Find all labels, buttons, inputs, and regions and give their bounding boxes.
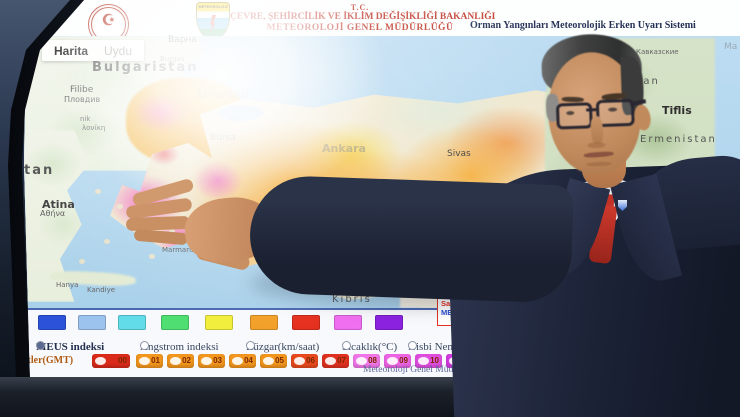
- index-option-label: Nisbi Nem(%): [408, 341, 473, 353]
- legend-swatch: [375, 315, 403, 330]
- map-label: Mersin: [375, 249, 417, 262]
- index-option-angstrom[interactable]: Angstrom indeksi: [140, 341, 219, 354]
- room-floor: [0, 377, 740, 417]
- radio-icon[interactable]: [342, 341, 351, 350]
- map-label: Filibe: [70, 85, 94, 95]
- map-label: tan: [24, 163, 55, 178]
- index-option-sıcaklık(°c)[interactable]: Sıcaklık(°C): [342, 341, 397, 354]
- map-lake: [585, 172, 601, 183]
- legend-swatch: [161, 315, 189, 330]
- time-button-indicator: [449, 357, 460, 365]
- header-tc: T.C.: [350, 3, 370, 12]
- map-label: Marmaris: [162, 246, 195, 254]
- time-button-indicator: [356, 357, 367, 365]
- time-button-07[interactable]: 07: [322, 354, 349, 368]
- map-label: Kandiye: [87, 286, 116, 294]
- map-label: Ermenistan: [640, 134, 717, 145]
- control-panel: MEUS indeksi Angstrom indeksi Rüzgar(km/sa…: [24, 308, 740, 380]
- legend-swatch: [38, 315, 66, 330]
- map-label: Bursa: [210, 133, 236, 143]
- map-label: Варна: [168, 35, 197, 45]
- map-label: nik: [80, 115, 91, 123]
- time-button-indicator: [95, 357, 106, 365]
- note-line-2: MEUS Orman Yangın R: [441, 308, 523, 317]
- time-button-indicator: [139, 357, 150, 365]
- map-note-box: Saatler GMT'dir Turkiye MEUS Orman Yangı…: [437, 296, 543, 326]
- meteorology-logo: METEOROLOJİ: [196, 2, 230, 40]
- time-button-indicator: [387, 357, 398, 365]
- map-label: Tebriz: [696, 184, 723, 194]
- time-button-indicator: [201, 357, 212, 365]
- index-option-nisbi[interactable]: Nisbi Nem(%): [408, 341, 472, 354]
- radio-icon[interactable]: [408, 341, 417, 350]
- map-label: Ankara: [322, 142, 366, 155]
- radio-icon[interactable]: [140, 341, 149, 350]
- time-button-03[interactable]: 03: [198, 354, 225, 368]
- note-line-1: Saatler GMT'dir Turkiye: [441, 299, 525, 308]
- lightning-icon: [210, 15, 216, 33]
- map-label: Пловдив: [64, 95, 101, 104]
- time-button-13[interactable]: 13: [508, 354, 535, 368]
- time-button-indicator: [232, 357, 243, 365]
- map-label: İstanbul: [198, 88, 249, 101]
- map-lake: [332, 185, 344, 194]
- map-label: Кавказские: [636, 48, 679, 56]
- time-button-indicator: [480, 357, 491, 365]
- radio-icon[interactable]: [36, 341, 45, 350]
- map-label: İzmir: [148, 192, 171, 202]
- header-directorate: METEOROLOJİ GENEL MÜDÜRLÜĞÜ: [266, 23, 454, 33]
- header-ministry: ÇEVRE, ŞEHİRCİLİK VE İKLİM DEĞİŞİKLİĞİ B…: [230, 12, 496, 22]
- time-button-00[interactable]: 00: [92, 354, 130, 368]
- time-button-06[interactable]: 06: [291, 354, 318, 368]
- map-label: Bulgaristan: [92, 60, 199, 75]
- time-button-02[interactable]: 02: [167, 354, 194, 368]
- legend-swatch: [118, 315, 146, 330]
- index-option-label: MEUS indeksi: [36, 341, 105, 353]
- index-option-label: Rüzgar(km/saat): [246, 341, 320, 353]
- map-label: Kıbrıs: [332, 294, 372, 305]
- map-label: Konya: [315, 206, 343, 216]
- time-button-05[interactable]: 05: [260, 354, 287, 368]
- map-label: Sivas: [447, 149, 471, 159]
- map-land-caucasus: [545, 38, 715, 263]
- index-option-meus[interactable]: MEUS indeksi: [36, 341, 104, 354]
- map-label: Αθήνα: [40, 209, 66, 218]
- time-button-04[interactable]: 04: [229, 354, 256, 368]
- legend-swatch: [78, 315, 106, 330]
- legend-swatch: [250, 315, 278, 330]
- map-label: Tiflis: [662, 104, 692, 117]
- legend-swatch: [292, 315, 320, 330]
- map-toggle-harita[interactable]: Harita: [54, 43, 89, 58]
- map-label: Adana: [398, 230, 427, 240]
- map-toggle-uydu[interactable]: Uydu: [104, 43, 133, 58]
- radio-icon[interactable]: [246, 341, 255, 350]
- system-title: Orman Yangınları Meteorolojik Erken Uyar…: [470, 20, 696, 31]
- map-label: λονίκη: [82, 124, 106, 132]
- footer-credit: Meteoroloji Genel Müdürlüğü ©201: [363, 365, 502, 375]
- map-type-toggle[interactable]: Harita Uydu: [42, 40, 145, 61]
- map-sea-marmara: [218, 105, 264, 121]
- legend-swatch: [334, 315, 362, 330]
- meteorology-logo-banner: METEOROLOJİ: [198, 4, 228, 9]
- time-button-indicator: [263, 357, 274, 365]
- time-button-indicator: [294, 357, 305, 365]
- time-button-indicator: [511, 357, 522, 365]
- presentation-screen: ☪ METEOROLOJİ T.C. ÇEVRE, ŞEHİRCİLİK VE …: [24, 0, 740, 380]
- index-option-label: Angstrom indeksi: [140, 341, 219, 353]
- time-button-indicator: [325, 357, 336, 365]
- time-button-indicator: [418, 357, 429, 365]
- map-label: cistan: [618, 76, 660, 87]
- map-label: Antalya: [262, 236, 297, 246]
- time-button-01[interactable]: 01: [136, 354, 163, 368]
- index-option-rüzgar(km/saat)[interactable]: Rüzgar(km/saat): [246, 341, 319, 354]
- time-button-indicator: [170, 357, 181, 365]
- legend-swatch: [205, 315, 233, 330]
- map-label: Ma: [724, 42, 738, 52]
- map-label: Hanya: [56, 281, 79, 289]
